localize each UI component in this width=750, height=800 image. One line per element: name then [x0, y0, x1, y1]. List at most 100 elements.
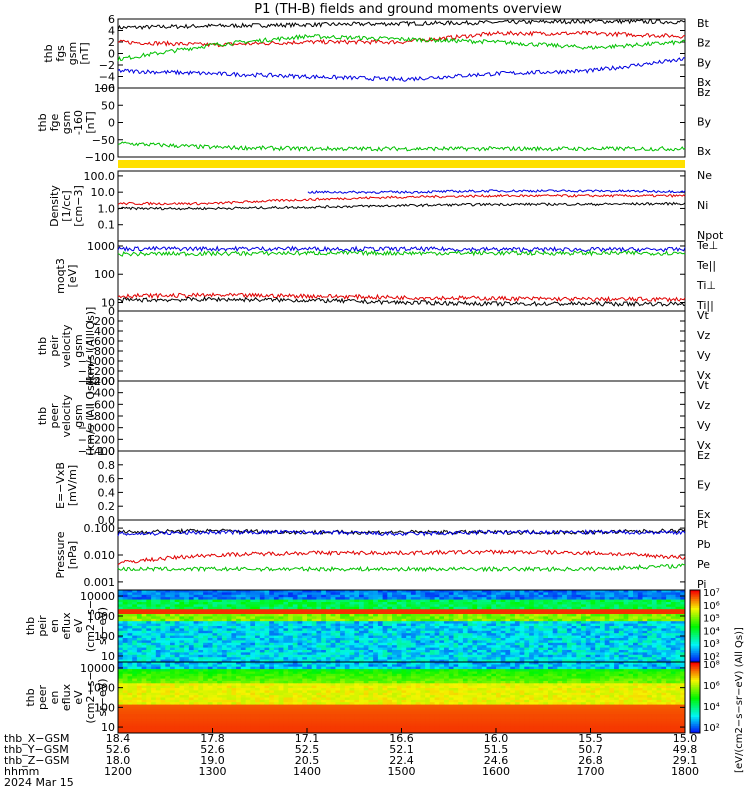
- spectrogram-cell: [349, 676, 355, 680]
- spectrogram-cell: [151, 604, 157, 608]
- spectrogram-cell: [188, 592, 195, 596]
- spectrogram-cell: [609, 659, 615, 663]
- spectrogram-cell: [604, 611, 610, 615]
- spectrogram-cell: [618, 606, 624, 610]
- spectrogram-cell: [151, 611, 157, 615]
- spectrogram-cell: [434, 654, 440, 658]
- spectrogram-cell: [264, 671, 270, 675]
- spectrogram-cell: [661, 592, 667, 596]
- spectrogram-cell: [179, 633, 185, 637]
- spectrogram-cell: [581, 628, 587, 632]
- spectrogram-cell: [198, 650, 204, 653]
- spectrogram-cell: [401, 614, 407, 617]
- spectrogram-cell: [557, 678, 563, 682]
- spectrogram-cell: [581, 609, 587, 613]
- spectrogram-cell: [486, 669, 492, 672]
- spectrogram-cell: [316, 628, 322, 632]
- spectrogram-cell: [581, 606, 587, 610]
- spectrogram-cell: [292, 654, 298, 658]
- y-axis-label-line: (cm2−s−: [84, 600, 97, 652]
- spectrogram-cell: [453, 635, 459, 639]
- spectrogram-cell: [458, 616, 464, 620]
- spectrogram-cell: [439, 616, 445, 620]
- y-axis-label: thbpeervelocitygsm[km/s (All Qs)]: [36, 377, 97, 456]
- spectrogram-cell: [344, 602, 350, 605]
- spectrogram-cell: [666, 654, 672, 658]
- spectrogram-cell: [472, 652, 478, 656]
- spectrogram-cell: [311, 676, 317, 680]
- spectrogram-cell: [297, 628, 303, 632]
- spectrogram-cell: [363, 602, 369, 605]
- spectrogram-cell: [571, 673, 577, 677]
- spectrogram-cell: [188, 638, 195, 641]
- spectrogram-cell: [170, 630, 176, 634]
- spectrogram-cell: [184, 671, 190, 675]
- spectrogram-cell: [581, 669, 587, 672]
- spectrogram-cell: [221, 673, 228, 677]
- spectrogram-cell: [325, 640, 332, 644]
- spectrogram-cell: [538, 611, 544, 615]
- y-tick-label: 0.0: [98, 514, 116, 527]
- spectrogram-cell: [165, 592, 171, 596]
- spectrogram-cell: [656, 645, 662, 649]
- spectrogram-cell: [529, 652, 535, 656]
- spectrogram-cell: [481, 662, 487, 665]
- spectrogram-cell: [354, 611, 360, 615]
- spectrogram-cell: [458, 657, 464, 661]
- spectrogram-cell: [288, 654, 294, 658]
- spectrogram-cell: [614, 650, 620, 653]
- spectrogram-cell: [240, 630, 246, 634]
- spectrogram-cell: [236, 673, 242, 677]
- spectrogram-cell: [354, 597, 360, 601]
- spectrogram-cell: [288, 678, 294, 682]
- spectrogram-cell: [647, 650, 653, 653]
- spectrogram-cell: [600, 654, 606, 658]
- y-axis-label-line: peer: [48, 403, 61, 429]
- spectrogram-cell: [420, 635, 426, 639]
- spectrogram-cell: [278, 645, 284, 649]
- spectrogram-cell: [410, 628, 417, 632]
- spectrogram-cell: [486, 680, 492, 684]
- spectrogram-cell: [236, 680, 242, 684]
- spectrogram-cell: [245, 662, 251, 665]
- spectrogram-cell: [382, 630, 388, 634]
- spectrogram-cell: [136, 680, 143, 684]
- spectrogram-cell: [429, 662, 435, 665]
- spectrogram-cell: [363, 633, 369, 637]
- spectrogram-cell: [429, 609, 435, 613]
- spectrogram-cell: [212, 618, 218, 622]
- spectrogram-cell: [600, 628, 606, 632]
- y-axis-label-line: moqt3: [54, 258, 67, 294]
- spectrogram-cell: [448, 606, 454, 610]
- spectrogram-cell: [316, 594, 322, 598]
- spectrogram-cell: [245, 594, 251, 598]
- spectrogram-cell: [240, 640, 246, 644]
- spectrogram-cell: [500, 657, 506, 661]
- spectrogram-cell: [363, 635, 369, 639]
- spectrogram-cell: [429, 642, 435, 646]
- spectrogram-cell: [661, 650, 667, 653]
- spectrogram-cell: [146, 635, 152, 639]
- spectrogram-cell: [250, 633, 256, 637]
- spectrogram-cell: [462, 664, 469, 668]
- spectrogram-cell: [467, 602, 473, 605]
- spectrogram-cell: [392, 609, 398, 613]
- spectrogram-cell: [396, 640, 402, 644]
- spectrogram-cell: [377, 623, 384, 627]
- spectrogram-cell: [292, 635, 298, 639]
- spectrogram-cell: [155, 645, 161, 649]
- spectrogram-cell: [136, 630, 143, 634]
- spectrogram-cell: [344, 616, 350, 620]
- spectrogram-cell: [519, 652, 525, 656]
- spectrogram-cell: [179, 606, 185, 610]
- spectrogram-cell: [155, 611, 161, 615]
- spectrogram-cell: [368, 669, 374, 672]
- spectrogram-cell: [562, 602, 568, 605]
- spectrogram-cell: [562, 638, 568, 641]
- spectrogram-cell: [406, 594, 412, 598]
- spectrogram-cell: [292, 669, 298, 672]
- spectrogram-cell: [273, 592, 280, 596]
- spectrogram-cell: [136, 623, 143, 627]
- spectrogram-cell: [401, 635, 407, 639]
